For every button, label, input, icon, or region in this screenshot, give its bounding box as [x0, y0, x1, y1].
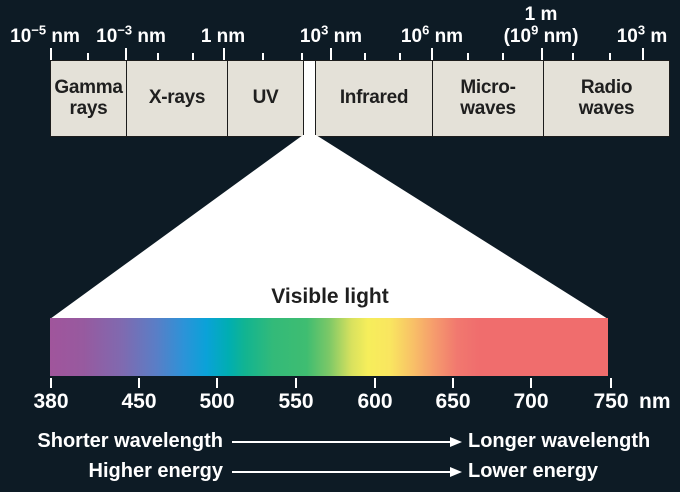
scale-tick: [50, 48, 52, 61]
wavelength-tick: [295, 378, 297, 388]
scale-label-1nm: 1 nm: [200, 26, 246, 47]
wavelength-tick: [138, 378, 140, 388]
band-label: Gamma rays: [54, 76, 123, 119]
wavelength-tick: [610, 378, 612, 388]
scale-tick: [125, 48, 127, 61]
band-x-rays: X-rays: [126, 60, 228, 137]
wavelength-tick: [452, 378, 454, 388]
wavelength-label-500: 500: [199, 390, 235, 413]
arrow-line: [232, 441, 450, 443]
arrow-line: [232, 471, 450, 473]
visible-light-title: Visible light: [271, 285, 389, 308]
scale-tick: [609, 53, 611, 61]
scale-tick: [572, 53, 574, 61]
scale-tick: [364, 53, 366, 61]
lower-energy-label: Lower energy: [468, 460, 599, 482]
band-microwaves: Micro- waves: [432, 60, 544, 137]
wavelength-tick: [374, 378, 376, 388]
scale-tick: [87, 53, 89, 61]
wavelength-label-700: 700: [513, 390, 549, 413]
scale-tick: [541, 48, 543, 61]
band-label: UV: [252, 87, 279, 109]
scale-tick: [157, 53, 159, 61]
wavelength-label-450: 450: [121, 390, 157, 413]
scale-tick: [262, 53, 264, 61]
scale-tick: [399, 53, 401, 61]
scale-tick: [192, 53, 194, 61]
band-label: Micro- waves: [460, 76, 516, 119]
wavelength-label-600: 600: [357, 390, 393, 413]
band-label: Infrared: [339, 87, 409, 109]
scale-tick: [467, 53, 469, 61]
band-uv: UV: [227, 60, 304, 137]
scale-label-1m: 1 m (109 nm): [503, 4, 579, 47]
scale-tick: [301, 53, 303, 61]
wavelength-label-380: 380: [33, 390, 69, 413]
wavelength-tick: [216, 378, 218, 388]
scale-label-1e6nm: 106 nm: [400, 22, 464, 47]
scale-tick: [502, 53, 504, 61]
right-arrow: [232, 436, 462, 448]
visible-spectrum-bar: [50, 318, 608, 376]
band-radio-waves: Radio waves: [543, 60, 670, 137]
scale-label-1e-5nm: 10−5 nm: [10, 22, 80, 47]
arrow-head-icon: [450, 467, 462, 477]
longer-wavelength-label: Longer wavelength: [468, 430, 651, 452]
shorter-wavelength-label: Shorter wavelength: [37, 430, 223, 452]
wavelength-tick: [530, 378, 532, 388]
scale-tick: [330, 48, 332, 61]
scale-label-1e3nm: 103 nm: [299, 22, 363, 47]
wavelength-label-650: 650: [435, 390, 471, 413]
band-gamma-rays: Gamma rays: [50, 60, 127, 137]
band-infrared: Infrared: [315, 60, 433, 137]
scale-tick: [223, 48, 225, 61]
scale-label-1e-3nm: 10−3 nm: [96, 22, 166, 47]
band-label: X-rays: [148, 87, 206, 109]
wavelength-tick: [50, 378, 52, 388]
wavelength-label-750: 750: [593, 390, 629, 413]
scale-tick: [642, 48, 644, 61]
scale-label-1e3m: 103 m: [616, 22, 668, 47]
arrow-head-icon: [450, 437, 462, 447]
right-arrow: [232, 466, 462, 478]
scale-tick: [431, 48, 433, 61]
band-label: Radio waves: [578, 76, 635, 119]
wavelength-label-550: 550: [278, 390, 314, 413]
wavelength-unit: nm: [639, 390, 671, 413]
higher-energy-label: Higher energy: [88, 460, 223, 482]
